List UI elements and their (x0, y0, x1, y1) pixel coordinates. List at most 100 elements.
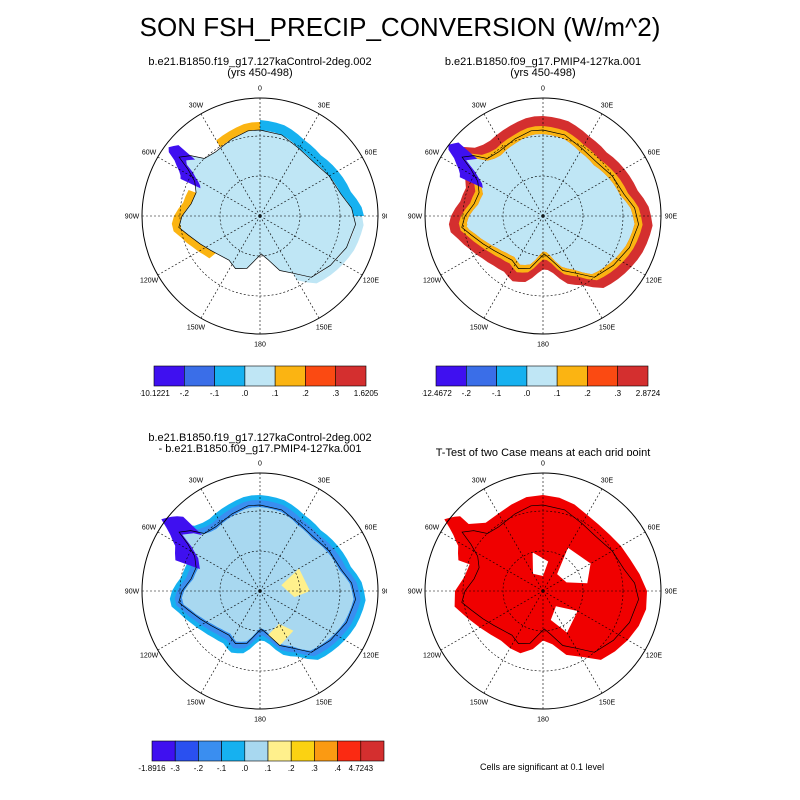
panel-4-polar-map: 0 30E 60E 90E 120E 150E 180 150W 120W 90W 60W 30W (387, 456, 699, 726)
coastal-band (171, 190, 216, 259)
coastal-band (458, 126, 643, 281)
longitude-label: 120E (646, 653, 663, 660)
longitude-label: 180 (254, 717, 266, 724)
colorbar-swatch (305, 365, 336, 387)
longitude-label: 120E (646, 278, 663, 285)
colorbar-label: .4 (334, 764, 341, 773)
nonsignificant-area (557, 547, 591, 584)
colorbar-swatch (174, 740, 199, 762)
colorbar-label: -1.8916 (138, 764, 166, 773)
colorbar-label: 4.7243 (349, 764, 374, 773)
longitude-label: 60E (365, 150, 378, 157)
colorbar-label: -.1 (210, 389, 220, 398)
colorbar-swatch (290, 740, 315, 762)
graticule (142, 98, 378, 334)
longitude-label: 120W (140, 653, 159, 660)
panel-2-polar-map: 0 30E 60E 90E 120E 150E 180 150W 120W 90W 60W 30W (387, 81, 699, 351)
panel-1-title-line-1: b.e21.B1850.f19_g17.127kaControl-2deg.00… (148, 56, 372, 68)
nonsignificant-area (550, 606, 578, 633)
colorbar-label: 1.6205 (354, 389, 379, 398)
colorbar-label: -.1 (217, 764, 227, 773)
coastal-band (216, 122, 260, 148)
longitude-label: 30W (189, 478, 204, 485)
colorbar-swatch (244, 365, 276, 387)
colorbar-swatch (214, 365, 246, 387)
graticule (142, 473, 378, 709)
panel-3-colorbar: -1.8916 -.3 -.2 -.1 .0 .1 .2 .3 .4 4.7243 (138, 740, 385, 773)
colorbar-swatch (198, 740, 222, 762)
colorbar-swatch (435, 365, 467, 387)
nonsignificant-area (532, 552, 549, 576)
longitude-label: 30E (601, 103, 614, 110)
panel-3-title-line-1: b.e21.B1850.f19_g17.127kaControl-2deg.00… (148, 432, 372, 444)
longitude-label: 90E (665, 589, 678, 596)
graticule (425, 98, 661, 334)
colorbar-label: .0 (242, 389, 249, 398)
page-title: SON FSH_PRECIP_CONVERSION (W/m^2) (139, 12, 661, 42)
panel-2-colorbar: -12.4672 -.2 -.1 .0 .1 .2 .3 2.8724 (422, 365, 661, 398)
longitude-label: 120W (140, 278, 159, 285)
longitude-label: 0 (541, 461, 545, 468)
graticule (425, 473, 661, 709)
colorbar-swatch (221, 740, 246, 762)
colorbar-label: .1 (265, 764, 272, 773)
panel-3-title-line-2: - b.e21.B1850.f09_g17.PMIP4-127ka.001 (158, 443, 362, 455)
colorbar-swatch (617, 365, 649, 387)
panel-1-title: b.e21.B1850.f19_g17.127kaControl-2deg.00… (110, 57, 410, 79)
coastal-band (448, 116, 653, 288)
coastline (178, 129, 356, 278)
colorbar-swatch (267, 740, 292, 762)
colorbar-label: -.2 (462, 389, 472, 398)
longitude-label: 30E (318, 478, 331, 485)
colorbar-swatch (153, 365, 185, 387)
longitude-label: 150W (470, 699, 489, 706)
map-boundary (141, 472, 379, 710)
positive-anomaly-patch (281, 568, 310, 598)
colorbar-swatch (465, 365, 497, 387)
colorbar-label: .3 (311, 764, 318, 773)
longitude-label: 0 (258, 461, 262, 468)
map-boundary (141, 97, 379, 335)
longitude-label: 120W (423, 278, 442, 285)
colorbar-label: -.3 (171, 764, 181, 773)
colorbar-swatch (335, 365, 367, 387)
longitude-label: 150W (470, 324, 489, 331)
colorbar-label: -12.4672 (422, 389, 452, 398)
colorbar-swatch (556, 365, 588, 387)
longitude-label: 90W (125, 589, 140, 596)
coastal-band (260, 120, 364, 216)
longitude-label: 30W (472, 478, 487, 485)
longitude-label: 90W (408, 589, 423, 596)
longitude-label: 30E (318, 103, 331, 110)
colorbar-swatch (496, 365, 528, 387)
longitude-label: 150W (187, 324, 206, 331)
longitude-label: 60E (648, 150, 661, 157)
coastline (461, 504, 639, 653)
colorbar-label: .3 (332, 389, 339, 398)
longitude-label: 60W (142, 150, 157, 157)
longitude-label: 60W (142, 525, 157, 532)
longitude-label: 0 (258, 86, 262, 93)
panel-2-title-line-1: b.e21.B1850.f09_g17.PMIP4-127ka.001 (444, 56, 642, 68)
longitude-label: 180 (254, 342, 266, 349)
colorbar-label: .2 (584, 389, 591, 398)
longitude-label: 90E (665, 214, 678, 221)
colorbar-swatch (337, 740, 362, 762)
longitude-label: 150E (599, 324, 616, 331)
colorbar-swatch (526, 365, 558, 387)
longitude-label: 30W (472, 103, 487, 110)
longitude-label: 150E (316, 699, 333, 706)
longitude-label: 30W (189, 103, 204, 110)
data-field (168, 120, 364, 284)
colorbar-label: .0 (241, 764, 248, 773)
map-boundary (424, 97, 662, 335)
longitude-label: 120E (363, 278, 380, 285)
colorbar-label: .1 (272, 389, 279, 398)
coastline (178, 504, 356, 653)
longitude-label: 60W (425, 525, 440, 532)
colorbar-label: .3 (614, 389, 621, 398)
significant-region (444, 516, 483, 570)
longitude-label: 120W (423, 653, 442, 660)
longitude-label: 90W (408, 214, 423, 221)
